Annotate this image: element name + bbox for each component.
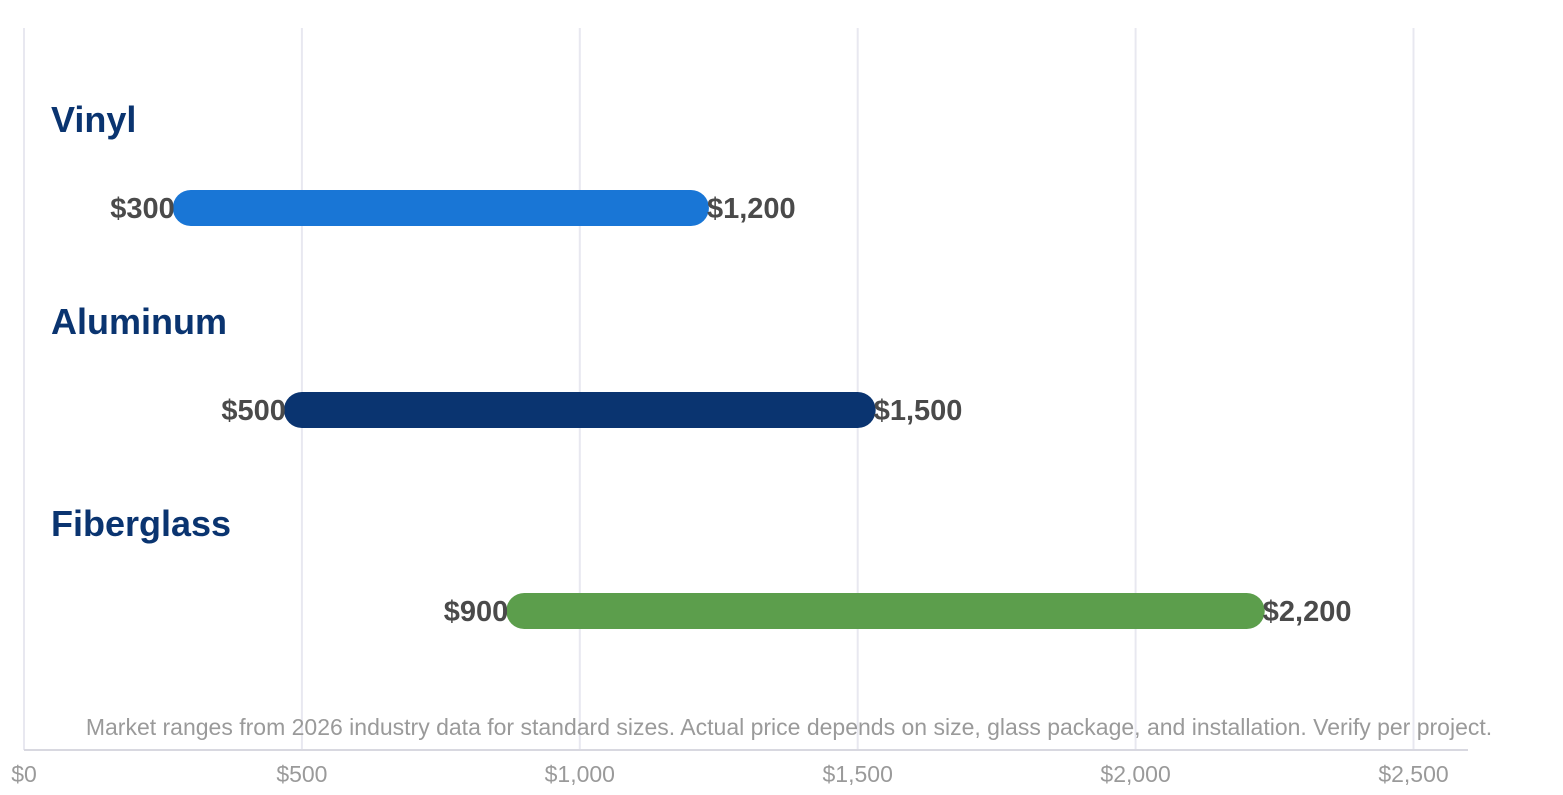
low-value-label: $900 [444,596,509,628]
x-tick-label: $0 [11,761,37,787]
category-label: Aluminum [51,301,227,342]
low-value-label: $500 [221,395,286,427]
high-value-label: $1,200 [707,193,796,225]
category-label: Fiberglass [51,503,231,544]
chart-footnote: Market ranges from 2026 industry data fo… [86,714,1492,740]
bar-layer: Vinyl $300 $1,200 Aluminum $500 $1,500 Fibergl… [51,99,1351,629]
low-value-label: $300 [110,193,175,225]
x-tick-label: $1,000 [545,761,615,787]
range-bar [172,190,709,226]
x-tick-label: $2,000 [1100,761,1170,787]
high-value-label: $2,200 [1263,596,1352,628]
x-tick-label: $1,500 [823,761,893,787]
category-label: Vinyl [51,99,136,140]
x-tick-label: $2,500 [1378,761,1448,787]
high-value-label: $1,500 [874,395,963,427]
x-tick-label: $500 [276,761,327,787]
range-bar [506,593,1265,629]
range-bar [283,392,876,428]
grid-layer: $0 $500 $1,000 $1,500 $2,000 $2,500 [11,28,1468,787]
